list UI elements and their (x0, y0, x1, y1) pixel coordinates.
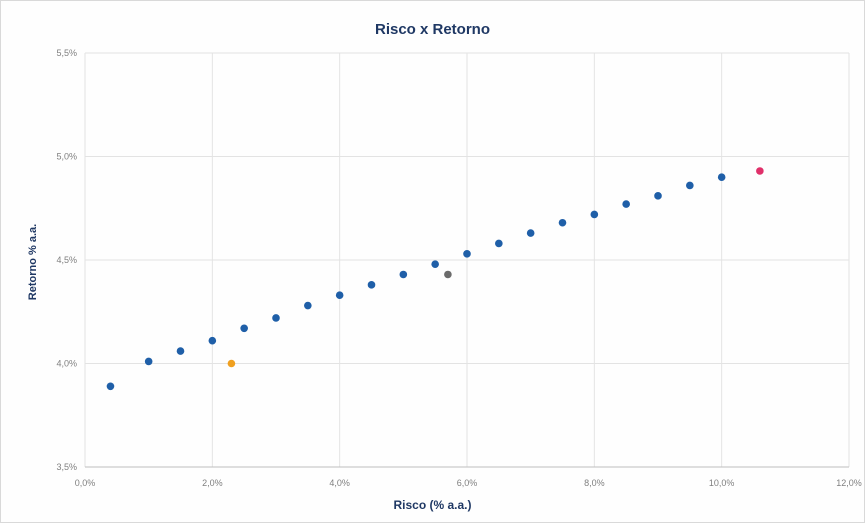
data-point (558, 218, 567, 227)
data-point (399, 270, 408, 279)
y-tick-label: 5,5% (56, 48, 77, 58)
data-point (654, 192, 662, 200)
data-point (463, 249, 471, 258)
x-tick-label: 6,0% (457, 478, 478, 488)
data-point (176, 347, 185, 355)
data-point (144, 357, 153, 366)
data-point (240, 324, 248, 333)
data-point (304, 301, 312, 310)
x-tick-label: 10,0% (709, 478, 735, 488)
chart-title: Risco x Retorno (374, 21, 491, 38)
y-tick-label: 5,0% (56, 152, 77, 162)
data-point (272, 314, 280, 322)
x-tick-label: 0,0% (75, 478, 96, 488)
data-point (590, 210, 599, 219)
y-tick-label: 4,0% (56, 359, 77, 369)
x-tick-label: 12,0% (836, 478, 862, 488)
x-tick-label: 8,0% (584, 478, 605, 488)
data-point (526, 229, 535, 237)
data-point (227, 359, 236, 368)
y-tick-label: 4,5% (56, 255, 77, 265)
y-tick-label: 3,5% (56, 462, 77, 472)
x-tick-label: 2,0% (202, 478, 223, 488)
grid-layer (84, 52, 850, 468)
tick-label-layer: 0,0% 2,0% 4,0% 6,0% 8,0% 10,0% 12,0% 3,5% 4,0% 4,… (56, 48, 861, 488)
data-point-layer (106, 167, 764, 391)
data-point (444, 270, 452, 279)
data-point (335, 291, 344, 299)
x-axis-label: Risco (% a.a.) (393, 498, 472, 512)
data-point (622, 200, 630, 208)
data-point (686, 181, 694, 190)
data-point (367, 281, 376, 289)
data-point (756, 167, 764, 175)
data-point (717, 173, 726, 181)
data-point (495, 239, 503, 248)
data-point (208, 336, 217, 345)
data-point (431, 260, 439, 268)
x-tick-label: 4,0% (329, 478, 350, 488)
data-point (106, 382, 115, 391)
